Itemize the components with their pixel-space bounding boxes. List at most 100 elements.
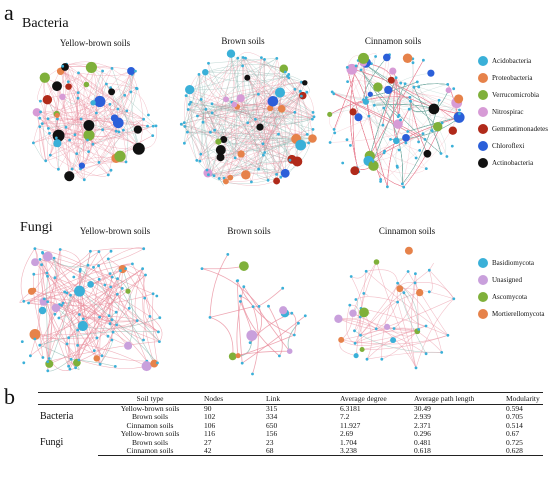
network-node bbox=[275, 173, 278, 176]
network-edge bbox=[347, 67, 456, 121]
network-edge bbox=[392, 70, 401, 117]
network-edge bbox=[387, 108, 410, 187]
network-node bbox=[299, 91, 307, 100]
network-edge bbox=[333, 93, 426, 140]
network-node bbox=[210, 102, 214, 106]
network-node bbox=[427, 268, 431, 272]
network-edge bbox=[205, 109, 264, 156]
network-edge bbox=[363, 58, 388, 187]
network-node bbox=[279, 64, 289, 73]
network-node bbox=[95, 111, 98, 115]
network-edge bbox=[383, 107, 403, 184]
network-node bbox=[407, 107, 411, 111]
network-node bbox=[379, 180, 382, 183]
network-node bbox=[39, 110, 42, 114]
network-edge bbox=[56, 113, 148, 127]
fungi-title: Fungi bbox=[20, 220, 53, 235]
network-edge bbox=[149, 316, 163, 342]
network-node bbox=[185, 88, 189, 92]
network-edge bbox=[270, 107, 313, 120]
network-edge bbox=[276, 108, 286, 175]
network-edge bbox=[368, 133, 424, 162]
network-node bbox=[77, 358, 81, 362]
network-edge bbox=[332, 91, 460, 111]
network-edge bbox=[199, 112, 295, 162]
network-edge bbox=[359, 60, 438, 127]
network-edge bbox=[363, 57, 387, 100]
network-edge bbox=[395, 77, 399, 117]
network-edge bbox=[409, 97, 428, 154]
network-node bbox=[239, 261, 249, 271]
bacteria-legend-swatch bbox=[478, 157, 488, 168]
fungi-legend-label: Mortierellomycota bbox=[492, 309, 545, 318]
network-node bbox=[242, 285, 246, 289]
network-edge bbox=[181, 90, 301, 125]
network-edge bbox=[350, 65, 359, 172]
network-node bbox=[312, 115, 316, 119]
network-node bbox=[333, 131, 337, 135]
network-node bbox=[349, 275, 353, 278]
network-edge bbox=[447, 84, 459, 116]
network-node bbox=[27, 301, 30, 305]
network-edge bbox=[332, 91, 408, 132]
network-node bbox=[432, 121, 443, 132]
network-node bbox=[82, 178, 86, 182]
cell-average-path-length: 2.371 bbox=[414, 420, 431, 430]
network-edge bbox=[55, 64, 67, 170]
network-edge bbox=[447, 84, 459, 116]
network-edge bbox=[98, 265, 113, 341]
network-edge bbox=[110, 263, 133, 288]
network-edge bbox=[429, 262, 434, 271]
network-edge bbox=[350, 65, 359, 172]
network-edge bbox=[409, 97, 428, 154]
network-node bbox=[182, 121, 186, 124]
network-edge bbox=[332, 91, 408, 132]
network-edge bbox=[209, 317, 234, 357]
network-edge bbox=[392, 70, 401, 117]
network-edge bbox=[363, 58, 388, 187]
network-node bbox=[183, 125, 187, 128]
network-edge bbox=[333, 93, 426, 140]
network-edge bbox=[372, 54, 390, 162]
network-node bbox=[446, 333, 450, 337]
network-edge bbox=[383, 107, 403, 184]
network-node bbox=[222, 178, 229, 185]
network-node bbox=[60, 304, 63, 307]
network-edge bbox=[383, 107, 403, 184]
network-node bbox=[217, 177, 221, 180]
bacteria-legend-label: Acidobacteria bbox=[492, 56, 532, 65]
network-edge bbox=[333, 93, 426, 140]
network-edge bbox=[201, 265, 244, 270]
network-node bbox=[395, 164, 399, 168]
network-edge bbox=[211, 103, 282, 112]
network-edge bbox=[360, 69, 442, 154]
fungi-yellow-brown-network bbox=[19, 247, 163, 373]
network-edge bbox=[131, 74, 140, 149]
table-row: Brown soils 102 334 7.2 2.939 0.705 bbox=[38, 412, 543, 421]
network-edge bbox=[93, 267, 111, 324]
network-node bbox=[241, 64, 244, 68]
cell-link: 68 bbox=[264, 446, 338, 457]
network-node bbox=[422, 58, 425, 62]
network-node bbox=[141, 361, 152, 372]
network-edge bbox=[54, 277, 148, 362]
network-node bbox=[135, 86, 138, 90]
network-edge bbox=[363, 57, 387, 100]
network-edge bbox=[409, 97, 428, 154]
network-edge bbox=[70, 268, 123, 360]
network-edge bbox=[92, 125, 154, 145]
network-node bbox=[117, 130, 121, 134]
network-edge bbox=[383, 107, 403, 184]
network-edge bbox=[359, 60, 427, 169]
network-node bbox=[288, 158, 292, 162]
network-edge bbox=[247, 59, 266, 123]
network-node bbox=[92, 349, 96, 352]
network-edge bbox=[213, 174, 277, 182]
network-edge bbox=[346, 305, 356, 344]
network-node bbox=[387, 76, 395, 84]
network-node bbox=[89, 249, 92, 253]
network-node bbox=[348, 303, 352, 307]
network-node bbox=[134, 69, 137, 73]
network-edge bbox=[369, 60, 424, 157]
network-node bbox=[235, 353, 241, 359]
